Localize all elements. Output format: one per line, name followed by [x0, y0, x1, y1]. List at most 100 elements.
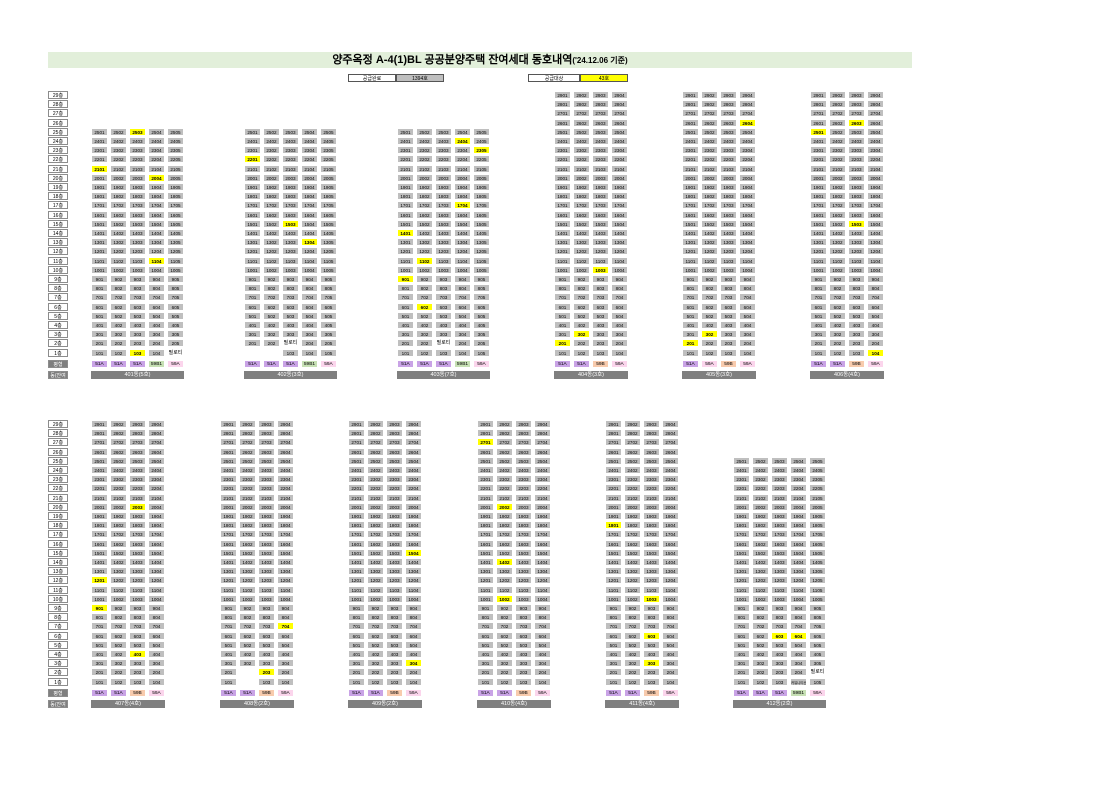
unit-cell: 1402: [829, 229, 846, 237]
unit-cell: 903: [515, 604, 532, 612]
unit-cell: 2004: [534, 502, 551, 511]
unit-cell: 1303: [643, 567, 660, 576]
unit-cell: 402: [263, 321, 280, 329]
unit-cell: 1601: [220, 539, 237, 548]
unit-cell: 501: [810, 311, 827, 320]
unit-cell: 802: [416, 284, 433, 293]
unit-cell: 104: [148, 677, 165, 686]
unit-cell: 2301: [348, 475, 365, 484]
unit-cell: 2202: [829, 155, 846, 164]
unit-cell: 2804: [662, 429, 679, 438]
unit-cell: 503: [435, 311, 452, 320]
unit-cell: 501: [91, 311, 108, 320]
unit-cell: 1403: [720, 229, 737, 237]
unit-cell: 703: [435, 293, 452, 302]
unit-cell: 1902: [263, 183, 280, 191]
unit-cell: 2203: [129, 155, 146, 164]
unit-cell: 1005: [473, 265, 490, 274]
unit-type-badge: 59A: [167, 359, 184, 368]
unit-cell: 2601: [682, 118, 699, 127]
unit-cell: 1803: [592, 192, 609, 201]
unit-cell: 1502: [624, 548, 641, 557]
unit-cell: 2402: [110, 137, 127, 145]
unit-cell: 204: [611, 339, 628, 348]
unit-cell: 1805: [320, 192, 337, 201]
unit-cell: 1701: [91, 201, 108, 210]
unit-cell: 405: [809, 650, 826, 658]
unit-cell: 1601: [682, 210, 699, 219]
unit-cell: 1503: [258, 548, 275, 557]
unit-cell: 1604: [662, 539, 679, 548]
unit-cell: 2201: [733, 484, 750, 493]
unit-cell: 503: [386, 640, 403, 649]
unit-cell: 1602: [416, 210, 433, 219]
unit-cell: 1002: [110, 594, 127, 603]
unit-cell: 405: [167, 321, 184, 329]
unit-cell: 2901: [810, 91, 827, 99]
unit-cell: 701: [397, 293, 414, 302]
unit-cell: 2204: [148, 484, 165, 493]
unit-cell: 2804: [739, 100, 756, 109]
unit-cell: 801: [733, 613, 750, 622]
floor-label: 12층: [48, 576, 68, 585]
unit-cell: 1501: [733, 548, 750, 557]
unit-cell: 404: [277, 650, 294, 658]
unit-cell: 604: [739, 302, 756, 311]
unit-cell: 1705: [473, 201, 490, 210]
unit-cell: 2701: [682, 109, 699, 118]
unit-cell: 1903: [282, 183, 299, 191]
unit-cell: 1905: [320, 183, 337, 191]
unit-cell: 2004: [277, 502, 294, 511]
unit-cell: 2604: [277, 447, 294, 456]
unit-cell: 2004: [405, 502, 422, 511]
unit-cell: 1202: [752, 576, 769, 585]
unit-cell: 2302: [573, 146, 590, 155]
unit-cell: 101: [91, 348, 108, 357]
unit-cell: 1703: [515, 530, 532, 539]
unit-cell: 1101: [348, 585, 365, 594]
unit-cell: 904: [405, 604, 422, 612]
unit-cell: 602: [110, 631, 127, 640]
unit-cell: 1103: [386, 585, 403, 594]
unit-cell: 1703: [386, 530, 403, 539]
unit-cell: 203: [643, 668, 660, 677]
unit-cell: 2604: [405, 447, 422, 456]
unit-cell: 802: [263, 284, 280, 293]
unit-cell: 1003: [129, 265, 146, 274]
unit-cell: 101: [91, 677, 108, 686]
supply-target-label: 공급대상: [528, 74, 580, 82]
unit-type-badge: 51A: [263, 359, 280, 368]
unit-cell: 2504: [662, 456, 679, 465]
floor-label: 5층: [48, 311, 68, 320]
unit-cell: 1901: [682, 183, 699, 191]
unit-cell: 1805: [167, 192, 184, 201]
unit-cell: 2904: [405, 420, 422, 428]
unit-cell: 203: [129, 668, 146, 677]
unit-cell: 1004: [277, 594, 294, 603]
unit-cell: 903: [592, 275, 609, 283]
unit-cell: 1201: [220, 576, 237, 585]
unit-cell: 1502: [239, 548, 256, 557]
unit-cell: 2403: [386, 466, 403, 474]
unit-cell: 804: [534, 613, 551, 622]
unit-cell: 1302: [110, 238, 127, 247]
building-name: 409동(2호): [348, 700, 422, 708]
unit-cell: 105: [809, 677, 826, 686]
unit-cell: 902: [701, 275, 718, 283]
unit-cell: 702: [416, 293, 433, 302]
unit-cell: 2301: [554, 146, 571, 155]
unit-cell: 401: [397, 321, 414, 329]
unit-cell: 502: [263, 311, 280, 320]
unit-cell: 1504: [662, 548, 679, 557]
unit-cell: 905: [809, 604, 826, 612]
unit-cell: 2402: [110, 466, 127, 474]
unit-cell: 704: [454, 293, 471, 302]
unit-cell: 1501: [397, 219, 414, 228]
unit-cell: 1801: [91, 192, 108, 201]
unit-cell: 1301: [554, 238, 571, 247]
unit-cell: 2601: [605, 447, 622, 456]
unit-cell: 704: [867, 293, 884, 302]
unit-cell: 2401: [91, 137, 108, 145]
unit-cell: 704: [148, 293, 165, 302]
unit-cell: 202: [829, 339, 846, 348]
